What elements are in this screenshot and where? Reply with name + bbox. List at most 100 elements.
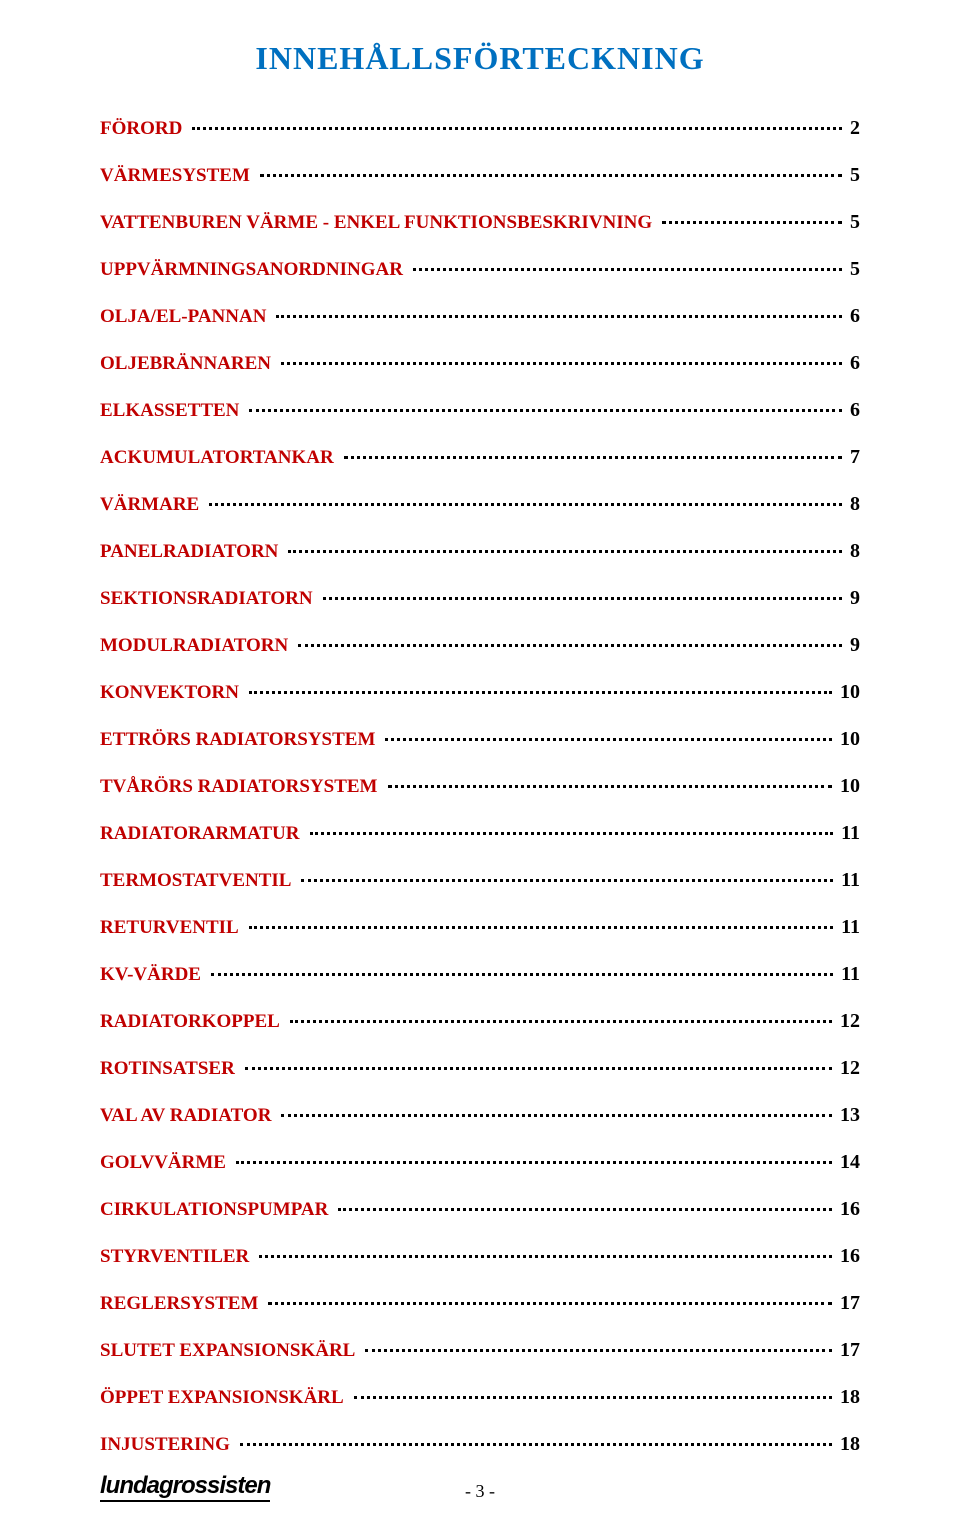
toc-entry-label: OLJEBRÄNNAREN xyxy=(100,353,277,375)
toc-entry-page: 9 xyxy=(846,587,860,610)
toc-entry-page: 7 xyxy=(846,446,860,469)
toc-entry[interactable]: VAL AV RADIATOR13 xyxy=(100,1104,860,1127)
toc-dot-leader xyxy=(338,1208,832,1211)
toc-list: FÖRORD 2 VÄRMESYSTEM 5 VATTENBUREN VÄRME - E… xyxy=(100,117,860,1456)
toc-dot-leader xyxy=(209,503,842,506)
toc-entry[interactable]: PANELRADIATORN 8 xyxy=(100,540,860,563)
toc-entry-label: ÖPPET EXPANSIONSKÄRL xyxy=(100,1387,350,1409)
toc-entry[interactable]: ETTRÖRS RADIATORSYSTEM 10 xyxy=(100,728,860,751)
toc-dot-leader xyxy=(365,1349,832,1352)
toc-entry-label: VÄRMESYSTEM xyxy=(100,165,256,187)
toc-entry-page: 2 xyxy=(846,117,860,140)
toc-dot-leader xyxy=(211,973,833,976)
toc-entry-page: 9 xyxy=(846,634,860,657)
toc-entry-label: ETTRÖRS RADIATORSYSTEM xyxy=(100,729,381,751)
toc-entry[interactable]: ROTINSATSER 12 xyxy=(100,1057,860,1080)
toc-entry-label: VÄRMARE xyxy=(100,494,205,516)
toc-entry[interactable]: RETURVENTIL11 xyxy=(100,916,860,939)
toc-entry-label: OLJA/EL-PANNAN xyxy=(100,306,272,328)
toc-dot-leader xyxy=(288,550,842,553)
footer: lundagrossisten - 3 - xyxy=(100,1472,860,1502)
toc-entry[interactable]: INJUSTERING18 xyxy=(100,1433,860,1456)
toc-entry-label: VATTENBUREN VÄRME - ENKEL FUNKTIONSBESKR… xyxy=(100,212,658,234)
toc-dot-leader xyxy=(323,597,842,600)
toc-entry-page: 5 xyxy=(846,164,860,187)
toc-entry[interactable]: MODULRADIATORN9 xyxy=(100,634,860,657)
toc-entry-page: 11 xyxy=(837,963,860,986)
toc-dot-leader xyxy=(249,691,832,694)
toc-entry[interactable]: ELKASSETTEN 6 xyxy=(100,399,860,422)
toc-entry-page: 10 xyxy=(836,728,860,751)
toc-entry[interactable]: VATTENBUREN VÄRME - ENKEL FUNKTIONSBESKR… xyxy=(100,211,860,234)
toc-entry-label: ROTINSATSER xyxy=(100,1058,241,1080)
toc-entry[interactable]: FÖRORD 2 xyxy=(100,117,860,140)
toc-dot-leader xyxy=(259,1255,832,1258)
toc-dot-leader xyxy=(245,1067,832,1070)
toc-entry[interactable]: VÄRMESYSTEM 5 xyxy=(100,164,860,187)
toc-dot-leader xyxy=(662,221,842,224)
toc-dot-leader xyxy=(388,785,833,788)
toc-entry[interactable]: SEKTIONSRADIATORN9 xyxy=(100,587,860,610)
toc-entry-page: 14 xyxy=(836,1151,860,1174)
toc-dot-leader xyxy=(301,879,833,882)
toc-entry-page: 8 xyxy=(846,493,860,516)
toc-entry[interactable]: ÖPPET EXPANSIONSKÄRL 18 xyxy=(100,1386,860,1409)
toc-entry-page: 12 xyxy=(836,1057,860,1080)
toc-entry-page: 16 xyxy=(836,1245,860,1268)
toc-entry-page: 10 xyxy=(836,775,860,798)
toc-entry-label: TVÅRÖRS RADIATORSYSTEM xyxy=(100,776,384,798)
toc-dot-leader xyxy=(344,456,842,459)
toc-dot-leader xyxy=(249,926,833,929)
toc-entry-page: 6 xyxy=(846,352,860,375)
toc-entry[interactable]: GOLVVÄRME14 xyxy=(100,1151,860,1174)
toc-entry[interactable]: RADIATORKOPPEL12 xyxy=(100,1010,860,1033)
toc-entry[interactable]: UPPVÄRMNINGSANORDNINGAR5 xyxy=(100,258,860,281)
toc-dot-leader xyxy=(290,1020,832,1023)
toc-entry-label: PANELRADIATORN xyxy=(100,541,284,563)
toc-entry[interactable]: ACKUMULATORTANKAR 7 xyxy=(100,446,860,469)
toc-entry-label: ELKASSETTEN xyxy=(100,400,245,422)
toc-entry-label: UPPVÄRMNINGSANORDNINGAR xyxy=(100,259,409,281)
logo: lundagrossisten xyxy=(100,1472,270,1502)
toc-entry[interactable]: OLJEBRÄNNAREN 6 xyxy=(100,352,860,375)
toc-entry[interactable]: CIRKULATIONSPUMPAR16 xyxy=(100,1198,860,1221)
page-container: INNEHÅLLSFÖRTECKNING FÖRORD 2 VÄRMESYSTEM 5… xyxy=(0,0,960,1520)
toc-entry[interactable]: TVÅRÖRS RADIATORSYSTEM 10 xyxy=(100,775,860,798)
toc-entry-page: 18 xyxy=(836,1433,860,1456)
toc-entry[interactable]: STYRVENTILER16 xyxy=(100,1245,860,1268)
toc-title: INNEHÅLLSFÖRTECKNING xyxy=(100,40,860,77)
toc-entry-page: 8 xyxy=(846,540,860,563)
toc-dot-leader xyxy=(281,1114,832,1117)
toc-entry-page: 18 xyxy=(836,1386,860,1409)
toc-entry-page: 10 xyxy=(836,681,860,704)
toc-entry[interactable]: RADIATORARMATUR11 xyxy=(100,822,860,845)
toc-entry-label: ACKUMULATORTANKAR xyxy=(100,447,340,469)
toc-entry-page: 6 xyxy=(846,305,860,328)
toc-dot-leader xyxy=(192,127,842,130)
toc-dot-leader xyxy=(298,644,842,647)
toc-dot-leader xyxy=(281,362,842,365)
toc-entry[interactable]: REGLERSYSTEM17 xyxy=(100,1292,860,1315)
toc-entry-page: 6 xyxy=(846,399,860,422)
toc-entry[interactable]: KV-VÄRDE 11 xyxy=(100,963,860,986)
toc-entry[interactable]: SLUTET EXPANSIONSKÄRL17 xyxy=(100,1339,860,1362)
toc-entry-label: REGLERSYSTEM xyxy=(100,1293,264,1315)
toc-dot-leader xyxy=(385,738,832,741)
toc-entry-label: RADIATORARMATUR xyxy=(100,823,306,845)
toc-entry-label: RETURVENTIL xyxy=(100,917,245,939)
toc-dot-leader xyxy=(236,1161,832,1164)
toc-entry-page: 5 xyxy=(846,211,860,234)
toc-dot-leader xyxy=(240,1443,832,1446)
toc-dot-leader xyxy=(268,1302,832,1305)
toc-entry[interactable]: OLJA/EL-PANNAN 6 xyxy=(100,305,860,328)
toc-entry-label: FÖRORD xyxy=(100,118,188,140)
toc-entry[interactable]: VÄRMARE 8 xyxy=(100,493,860,516)
toc-dot-leader xyxy=(354,1396,832,1399)
toc-entry-label: SLUTET EXPANSIONSKÄRL xyxy=(100,1340,361,1362)
toc-entry-label: TERMOSTATVENTIL xyxy=(100,870,297,892)
toc-entry-page: 11 xyxy=(837,869,860,892)
toc-entry[interactable]: KONVEKTORN10 xyxy=(100,681,860,704)
toc-entry-label: KV-VÄRDE xyxy=(100,964,207,986)
toc-entry-page: 16 xyxy=(836,1198,860,1221)
toc-entry[interactable]: TERMOSTATVENTIL 11 xyxy=(100,869,860,892)
